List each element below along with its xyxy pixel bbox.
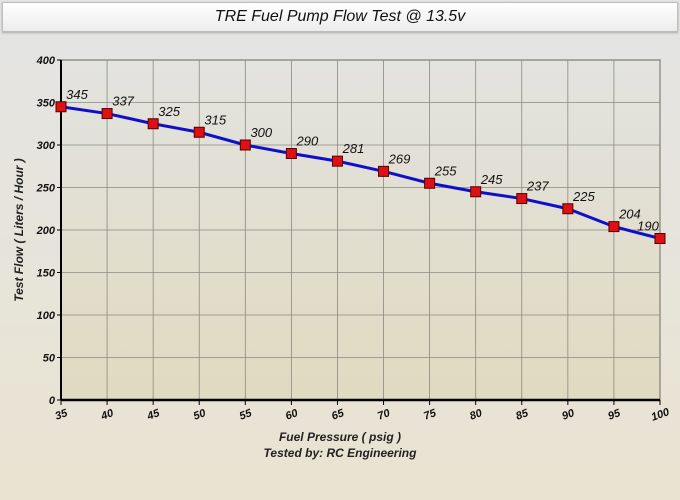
x-tick-label: 100 bbox=[650, 406, 672, 424]
data-label: 255 bbox=[434, 163, 457, 178]
data-marker bbox=[470, 186, 482, 198]
data-marker bbox=[608, 221, 620, 233]
data-label: 290 bbox=[296, 134, 319, 149]
data-label: 269 bbox=[388, 151, 411, 166]
x-tick-label: 85 bbox=[514, 407, 530, 423]
x-tick-label: 40 bbox=[99, 407, 116, 423]
y-tick-label: 250 bbox=[36, 183, 56, 195]
y-tick-label: 150 bbox=[37, 268, 56, 280]
data-label: 190 bbox=[637, 219, 659, 234]
data-marker bbox=[55, 101, 67, 113]
y-axis-label: Test Flow ( Liters / Hour ) bbox=[12, 158, 26, 302]
x-tick-label: 45 bbox=[145, 407, 162, 423]
x-tick-label: 90 bbox=[560, 407, 576, 423]
x-tick-label: 70 bbox=[376, 407, 392, 423]
data-marker bbox=[147, 118, 159, 130]
data-marker bbox=[285, 148, 297, 159]
x-axis-label: Fuel Pressure ( psig ) bbox=[278, 430, 402, 444]
data-marker bbox=[654, 233, 666, 244]
chart-subtitle: Tested by: RC Engineering bbox=[263, 446, 417, 460]
y-tick-label: 400 bbox=[36, 55, 56, 67]
data-label: 245 bbox=[480, 172, 503, 187]
data-label: 337 bbox=[112, 94, 134, 109]
data-label: 325 bbox=[158, 104, 180, 119]
y-tick-label: 300 bbox=[37, 140, 56, 152]
data-marker bbox=[516, 193, 528, 205]
x-tick-label: 55 bbox=[238, 407, 254, 423]
y-tick-label: 50 bbox=[43, 353, 56, 365]
x-tick-label: 80 bbox=[468, 407, 484, 423]
y-tick-label: 100 bbox=[37, 310, 56, 322]
data-label: 204 bbox=[618, 207, 641, 222]
data-marker bbox=[239, 139, 251, 151]
data-label: 315 bbox=[204, 112, 226, 127]
data-label: 225 bbox=[572, 189, 595, 204]
x-tick-label: 95 bbox=[606, 407, 622, 423]
x-tick-label: 50 bbox=[192, 407, 208, 423]
x-tick-label: 60 bbox=[284, 407, 300, 423]
y-tick-label: 200 bbox=[36, 225, 56, 237]
data-marker bbox=[562, 203, 574, 215]
x-tick-label: 65 bbox=[330, 407, 346, 423]
data-label: 345 bbox=[66, 87, 88, 102]
data-marker bbox=[378, 165, 390, 177]
series-line bbox=[60, 105, 661, 240]
data-label: 237 bbox=[526, 179, 549, 194]
data-label: 300 bbox=[250, 125, 272, 140]
data-label: 281 bbox=[342, 141, 365, 156]
data-marker bbox=[424, 177, 436, 189]
data-marker bbox=[101, 108, 113, 120]
x-tick-label: 75 bbox=[422, 407, 438, 423]
data-marker bbox=[193, 126, 205, 138]
x-tick-label: 35 bbox=[54, 407, 70, 423]
data-marker bbox=[331, 155, 343, 167]
y-tick-label: 0 bbox=[49, 395, 56, 407]
chart-title: TRE Fuel Pump Flow Test @ 13.5v bbox=[2, 2, 678, 32]
y-tick-label: 350 bbox=[37, 98, 56, 110]
